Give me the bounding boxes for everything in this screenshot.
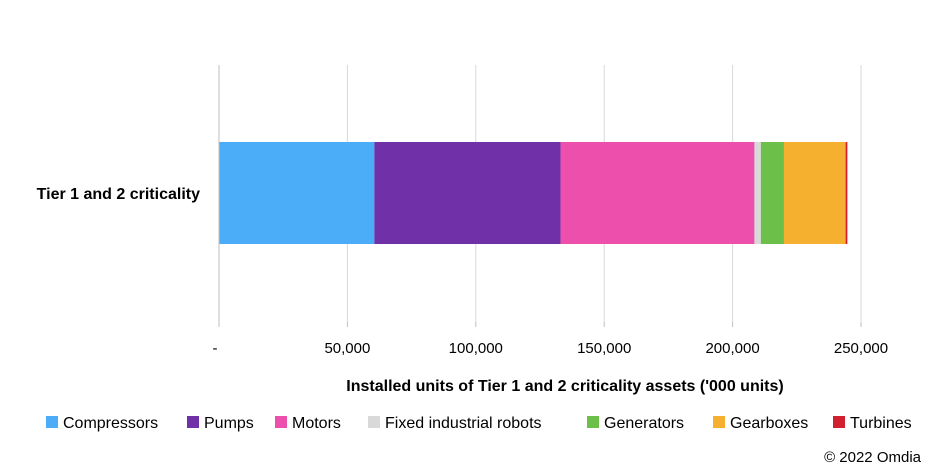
x-tick-label: 100,000 [449,340,503,357]
category-labels: Tier 1 and 2 criticality [37,186,200,203]
x-axis-title: Installed units of Tier 1 and 2 critical… [346,378,783,395]
legend-swatch [587,416,599,428]
bar-segment-gearboxes [783,142,846,244]
bar-segment-fixed-industrial-robots [754,142,761,244]
bar-segment-compressors [219,142,375,244]
legend-swatch [275,416,287,428]
legend-label: Generators [604,415,684,432]
x-tick-label: 150,000 [577,340,631,357]
bar-segment-generators [760,142,784,244]
bar-segments [219,142,848,244]
legend-label: Pumps [204,415,254,432]
legend-swatch [713,416,725,428]
x-tick-label: 200,000 [705,340,759,357]
legend-label: Motors [292,415,341,432]
bar-segment-turbines [845,142,848,244]
legend-swatch [46,416,58,428]
x-tick-label: 50,000 [324,340,370,357]
legend-swatch [187,416,199,428]
x-axis: - 50,000 100,000 150,000 200,000 250,000 [213,65,888,357]
x-tick-label: - [213,340,218,357]
category-label: Tier 1 and 2 criticality [37,186,200,203]
legend-swatch [368,416,380,428]
source-note: © 2022 Omdia [824,449,922,466]
x-tick-label: 250,000 [834,340,888,357]
legend-label: Turbines [850,415,912,432]
legend-label: Compressors [63,415,158,432]
legend-label: Gearboxes [730,415,808,432]
legend-swatch [833,416,845,428]
bar-segment-motors [560,142,755,244]
bar-segment-pumps [374,142,561,244]
legend: Compressors Pumps Motors Fixed industrial r… [46,415,912,432]
legend-label: Fixed industrial robots [385,415,542,432]
